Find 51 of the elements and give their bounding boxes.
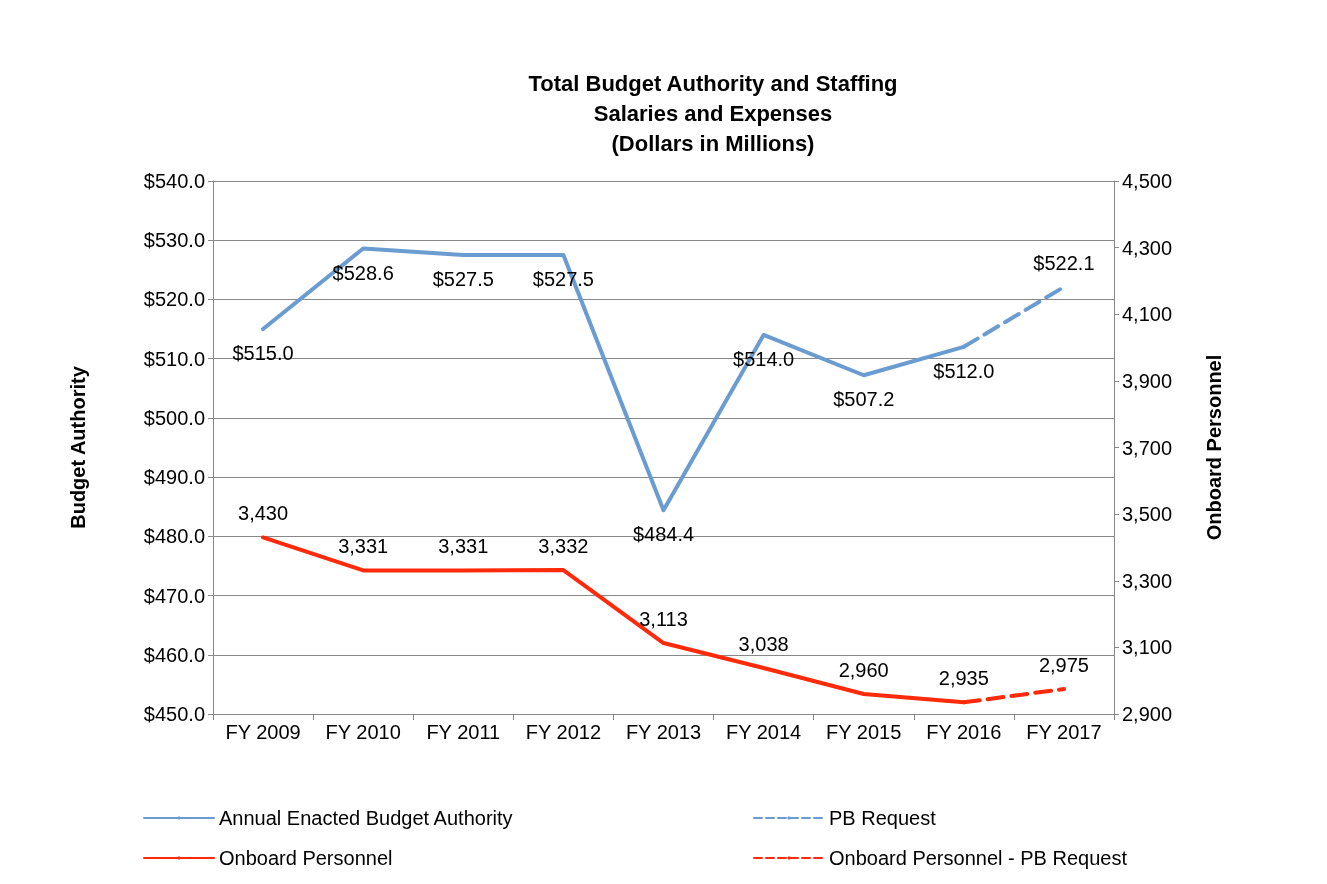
y-tick-label: $540.0 [143, 170, 205, 192]
legend-label: Onboard Personnel [219, 847, 393, 869]
y2-tick-label: 3,700 [1122, 436, 1173, 459]
y-tick-label: $480.0 [143, 525, 205, 548]
x-tick-label: FY 2011 [426, 721, 501, 743]
y-tick-label: $520.0 [143, 288, 205, 311]
data-label: $512.0 [933, 359, 995, 382]
data-label: 2,960 [838, 659, 889, 682]
x-tick-label: FY 2016 [926, 721, 1002, 743]
x-tick-label: FY 2012 [525, 721, 602, 743]
data-label: 3,331 [338, 535, 389, 558]
x-tick-label: FY 2013 [625, 721, 702, 743]
legend-label: Onboard Personnel - PB Request [829, 847, 1128, 869]
data-label: 3,113 [639, 608, 688, 631]
x-tick-label: FY 2014 [725, 721, 802, 743]
data-label: 3,332 [538, 535, 589, 558]
legend-label: PB Request [829, 807, 937, 829]
y2-axis-title: Onboard Personnel [1203, 354, 1225, 541]
legend-label: Annual Enacted Budget Authority [219, 807, 513, 829]
y2-tick-label: 4,300 [1122, 236, 1173, 259]
y-axis-title: Budget Authority [67, 365, 89, 529]
data-label: $527.5 [432, 268, 494, 291]
data-label: $522.1 [1033, 252, 1095, 275]
x-tick-label: FY 2015 [826, 721, 902, 743]
y-tick-label: $530.0 [143, 229, 205, 252]
y-tick-label: $490.0 [143, 466, 205, 489]
data-label: $507.2 [833, 388, 895, 411]
data-label: 2,935 [938, 667, 989, 690]
y-tick-label: $460.0 [143, 643, 205, 666]
y-tick-label: $470.0 [143, 584, 205, 607]
y2-tick-label: 4,100 [1122, 303, 1173, 326]
y-tick-label: $450.0 [143, 703, 205, 725]
y2-tick-label: 4,500 [1122, 170, 1173, 192]
y2-tick-label: 3,500 [1122, 503, 1173, 526]
x-tick-label: FY 2010 [325, 721, 401, 743]
data-label: 2,975 [1038, 654, 1089, 677]
data-label: 3,038 [738, 633, 789, 656]
x-tick-label: FY 2009 [225, 721, 301, 743]
y-tick-label: $510.0 [143, 347, 205, 370]
data-label: $528.6 [332, 261, 394, 284]
data-label: 3,331 [438, 535, 489, 558]
y2-tick-label: 3,300 [1122, 569, 1173, 592]
y-tick-label: $500.0 [143, 406, 205, 429]
data-label: $515.0 [232, 342, 294, 365]
y2-tick-label: 3,900 [1122, 369, 1173, 392]
data-label: 3,430 [238, 502, 289, 525]
x-tick-label: FY 2017 [1026, 721, 1102, 743]
chart-title: Total Budget Authority and Staffing Salaries and Expenses (Dollars in Millions) [528, 70, 898, 156]
data-label: $484.4 [632, 523, 695, 546]
y2-tick-label: 3,100 [1122, 636, 1173, 659]
y2-tick-label: 2,900 [1122, 703, 1173, 725]
